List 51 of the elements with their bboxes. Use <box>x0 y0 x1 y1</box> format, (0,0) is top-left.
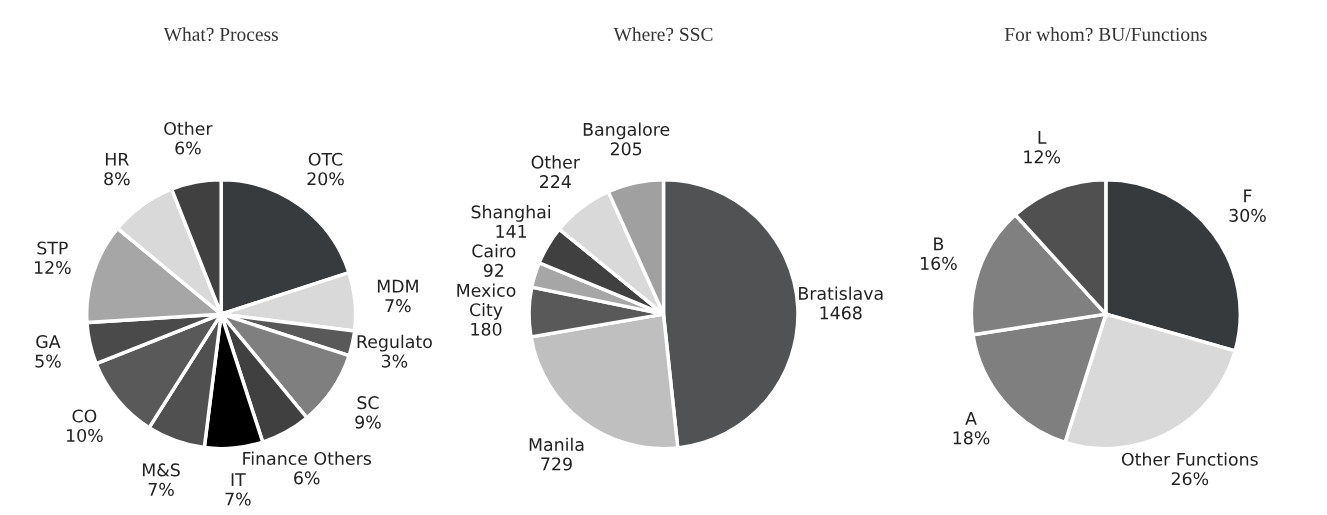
slice-label: IT <box>231 473 246 486</box>
data-label: 7% <box>225 492 251 506</box>
data-label: 141 <box>496 225 527 238</box>
data-label: 26% <box>1171 472 1209 486</box>
data-label: 205 <box>610 142 642 156</box>
slice-label: F <box>1244 189 1252 203</box>
data-label: 729 <box>541 457 572 471</box>
slice-label: Regulato <box>357 334 432 352</box>
slice-label: STP <box>37 241 68 255</box>
slice-label: Cairo <box>472 244 516 258</box>
slice-label: Mexico City <box>457 283 516 320</box>
chart-title: Where? SSC <box>613 27 713 42</box>
data-label: 6% <box>175 141 201 155</box>
data-label: 5% <box>35 354 61 368</box>
data-label: 7% <box>148 482 174 496</box>
data-label: 12% <box>1024 150 1061 164</box>
slice-label: L <box>1038 131 1047 144</box>
data-label: 7% <box>385 299 411 313</box>
data-label: 224 <box>540 175 571 188</box>
data-label: 20% <box>307 172 344 186</box>
data-label: 10% <box>67 428 103 443</box>
chart-title: What? Process <box>163 27 278 42</box>
slice-label: Manila <box>529 437 584 452</box>
data-label: 30% <box>1229 208 1266 222</box>
data-label: 9% <box>355 415 381 429</box>
slice-label: CO <box>72 409 97 423</box>
data-label: 1468 <box>820 306 862 320</box>
slice-label: M&S <box>142 463 180 477</box>
slice-label: Bangalore <box>583 122 670 140</box>
slice-label: Bratislava <box>799 286 883 301</box>
slice-label: Other Functions <box>1121 452 1258 466</box>
slice-label: GA <box>36 335 61 349</box>
slice-label: Finance Others <box>243 451 371 466</box>
slice-label: Other <box>531 155 580 169</box>
data-label: 3% <box>381 354 408 368</box>
slice-label: HR <box>105 152 129 166</box>
slice-label: SC <box>357 396 379 410</box>
slice-label: Shanghai <box>471 205 551 222</box>
data-label: 92 <box>483 263 504 277</box>
slice-label: MDM <box>377 279 418 293</box>
data-label: 6% <box>294 471 320 485</box>
data-label: 12% <box>34 260 71 275</box>
slice-label: A <box>965 412 977 425</box>
data-label: 180 <box>471 322 502 336</box>
data-label: 18% <box>953 431 990 445</box>
slice-label: OTC <box>308 152 343 166</box>
slice-label: B <box>934 237 944 251</box>
data-label: 16% <box>921 256 957 270</box>
slice-label: Other <box>164 121 213 136</box>
data-label: 8% <box>104 172 130 186</box>
chart-title: For whom? BU/Functions <box>1004 27 1207 41</box>
